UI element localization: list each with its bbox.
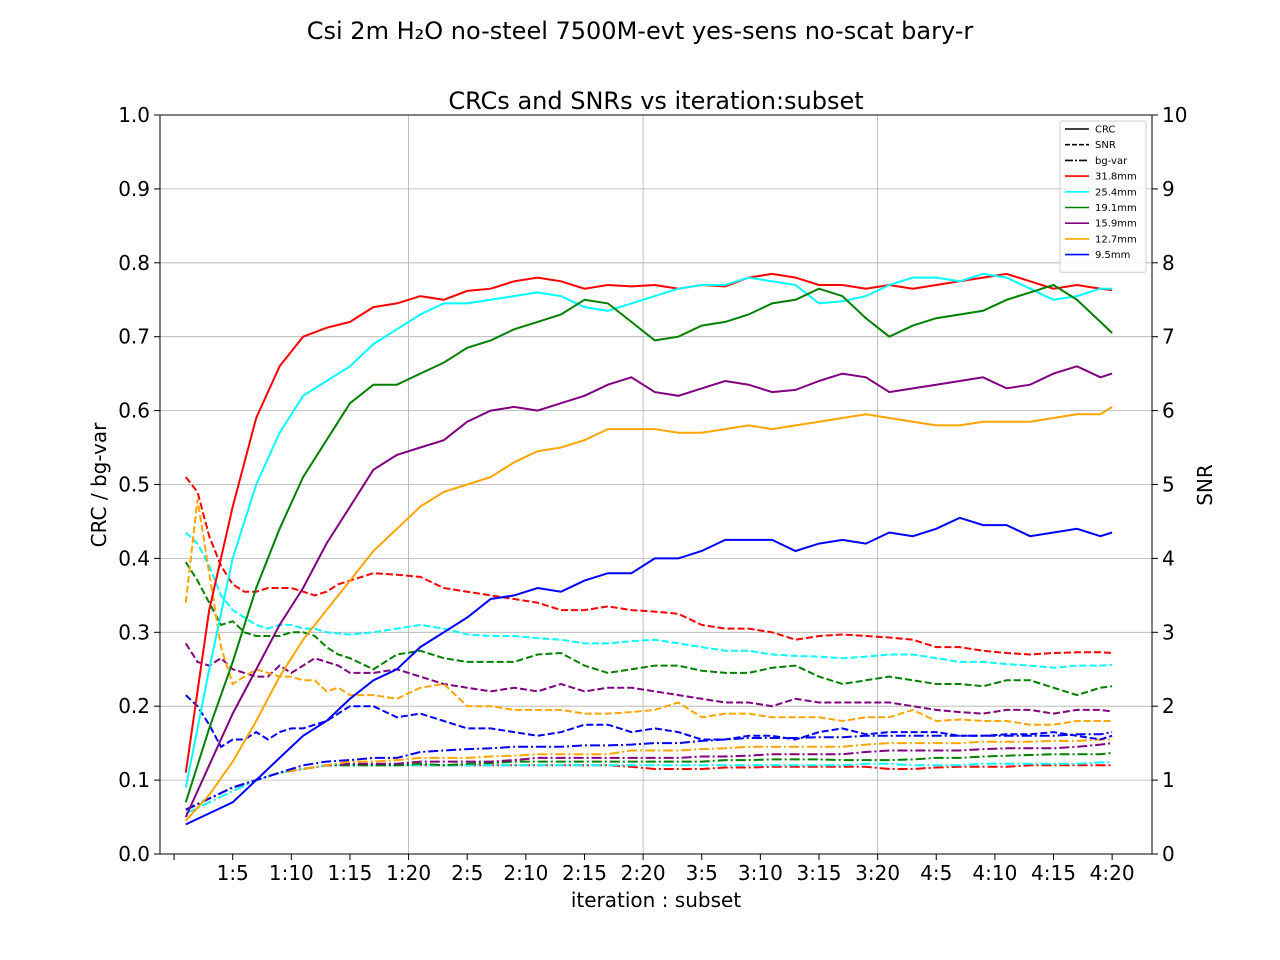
x-tick-label: 4:10 [972, 861, 1017, 885]
x-tick-label: 4:5 [920, 861, 952, 885]
snr-line-9.5mm [185, 694, 1113, 749]
bg-var-line-9.5mm [185, 731, 1113, 811]
x-tick-label: 1:15 [327, 861, 372, 885]
x-tick-label: 4:15 [1031, 861, 1076, 885]
axis-ticks: 0.0 0.1 0.2 0.3 0.4 0.5 0.6 0.7 0.8 0.9 1.0 0 1 2 3 4 5 6… [118, 103, 1187, 885]
x-tick-label: 1:10 [269, 861, 314, 885]
y-axis-label-right: SNR [1193, 464, 1217, 506]
y-tick-label-left: 0.5 [118, 473, 150, 497]
y-tick-label-right: 7 [1162, 325, 1175, 349]
legend-box [1059, 120, 1147, 273]
bg-var-line-31.8mm [185, 764, 1113, 811]
y-tick-label-right: 5 [1162, 473, 1175, 497]
series-lines [184, 272, 1113, 826]
x-tick-label: 2:5 [451, 861, 483, 885]
crc-line-25.4mm [184, 272, 1113, 788]
x-tick-label: 3:5 [686, 861, 718, 885]
x-tick-label: 2:10 [503, 861, 548, 885]
x-tick-label: 1:5 [217, 861, 249, 885]
crc-line-19.1mm [184, 283, 1113, 803]
snr-line-25.4mm [185, 531, 1113, 669]
legend-label: 19.1mm [1095, 203, 1137, 214]
y-tick-label-left: 0.3 [118, 620, 150, 644]
crc-line-12.7mm [185, 406, 1113, 822]
y-tick-label-right: 2 [1162, 694, 1175, 718]
grid-lines [160, 114, 1152, 855]
legend-label: 15.9mm [1095, 219, 1137, 230]
legend-label: 9.5mm [1095, 250, 1130, 261]
y-tick-label-left: 0.9 [118, 177, 150, 201]
snr-line-15.9mm [184, 642, 1113, 715]
y-axis-label-left: CRC / bg-var [87, 422, 111, 547]
snr-line-19.1mm [184, 561, 1113, 697]
x-tick-label: 4:20 [1090, 861, 1135, 885]
legend-label: 12.7mm [1095, 234, 1137, 245]
y-tick-label-left: 0.2 [118, 694, 150, 718]
x-tick-label: 3:15 [797, 861, 842, 885]
legend-label: CRC [1095, 125, 1115, 136]
x-tick-label: 3:10 [738, 861, 783, 885]
crc-line-31.8mm [184, 272, 1113, 773]
legend-label: 31.8mm [1095, 172, 1137, 183]
y-tick-label-left: 0.8 [118, 251, 150, 275]
x-tick-label: 1:20 [386, 861, 431, 885]
y-tick-label-left: 0.1 [118, 768, 150, 792]
x-tick-label: 3:20 [855, 861, 900, 885]
y-tick-label-right: 6 [1162, 399, 1175, 423]
y-tick-label-right: 9 [1162, 177, 1175, 201]
y-tick-label-left: 0.7 [118, 325, 150, 349]
snr-line-31.8mm [185, 476, 1113, 656]
bg-var-line-12.7mm [185, 738, 1113, 811]
y-tick-label-right: 1 [1162, 768, 1175, 792]
y-tick-label-right: 4 [1162, 546, 1175, 570]
y-tick-label-left: 0.0 [118, 842, 150, 866]
x-axis-label: iteration : subset [571, 888, 741, 912]
x-tick-label: 2:20 [621, 861, 666, 885]
legend-label: bg-var [1095, 156, 1128, 167]
legend-label: 25.4mm [1095, 187, 1137, 198]
y-tick-label-left: 0.6 [118, 399, 150, 423]
y-tick-label-right: 8 [1162, 251, 1175, 275]
snr-line-12.7mm [184, 499, 1113, 726]
legend: CRC SNR bg-var 31.8mm 25.4mm 19.1mm 15.9mm 12.7… [1059, 120, 1147, 273]
bg-var-line-25.4mm [185, 761, 1113, 815]
chart-title: CRCs and SNRs vs iteration:subset [448, 87, 863, 115]
y-tick-label-left: 0.4 [118, 546, 150, 570]
crc-line-9.5mm [185, 516, 1113, 826]
figure-suptitle: Csi 2m H₂O no-steel 7500M-evt yes-sens n… [307, 17, 974, 45]
x-tick-label: 2:15 [562, 861, 607, 885]
legend-label: SNR [1095, 140, 1116, 151]
y-tick-label-left: 1.0 [118, 103, 150, 127]
y-tick-label-right: 3 [1162, 620, 1175, 644]
crc-line-15.9mm [184, 365, 1113, 818]
y-tick-label-right: 0 [1162, 842, 1175, 866]
bg-var-line-15.9mm [185, 742, 1113, 811]
y-tick-label-right: 10 [1162, 103, 1187, 127]
